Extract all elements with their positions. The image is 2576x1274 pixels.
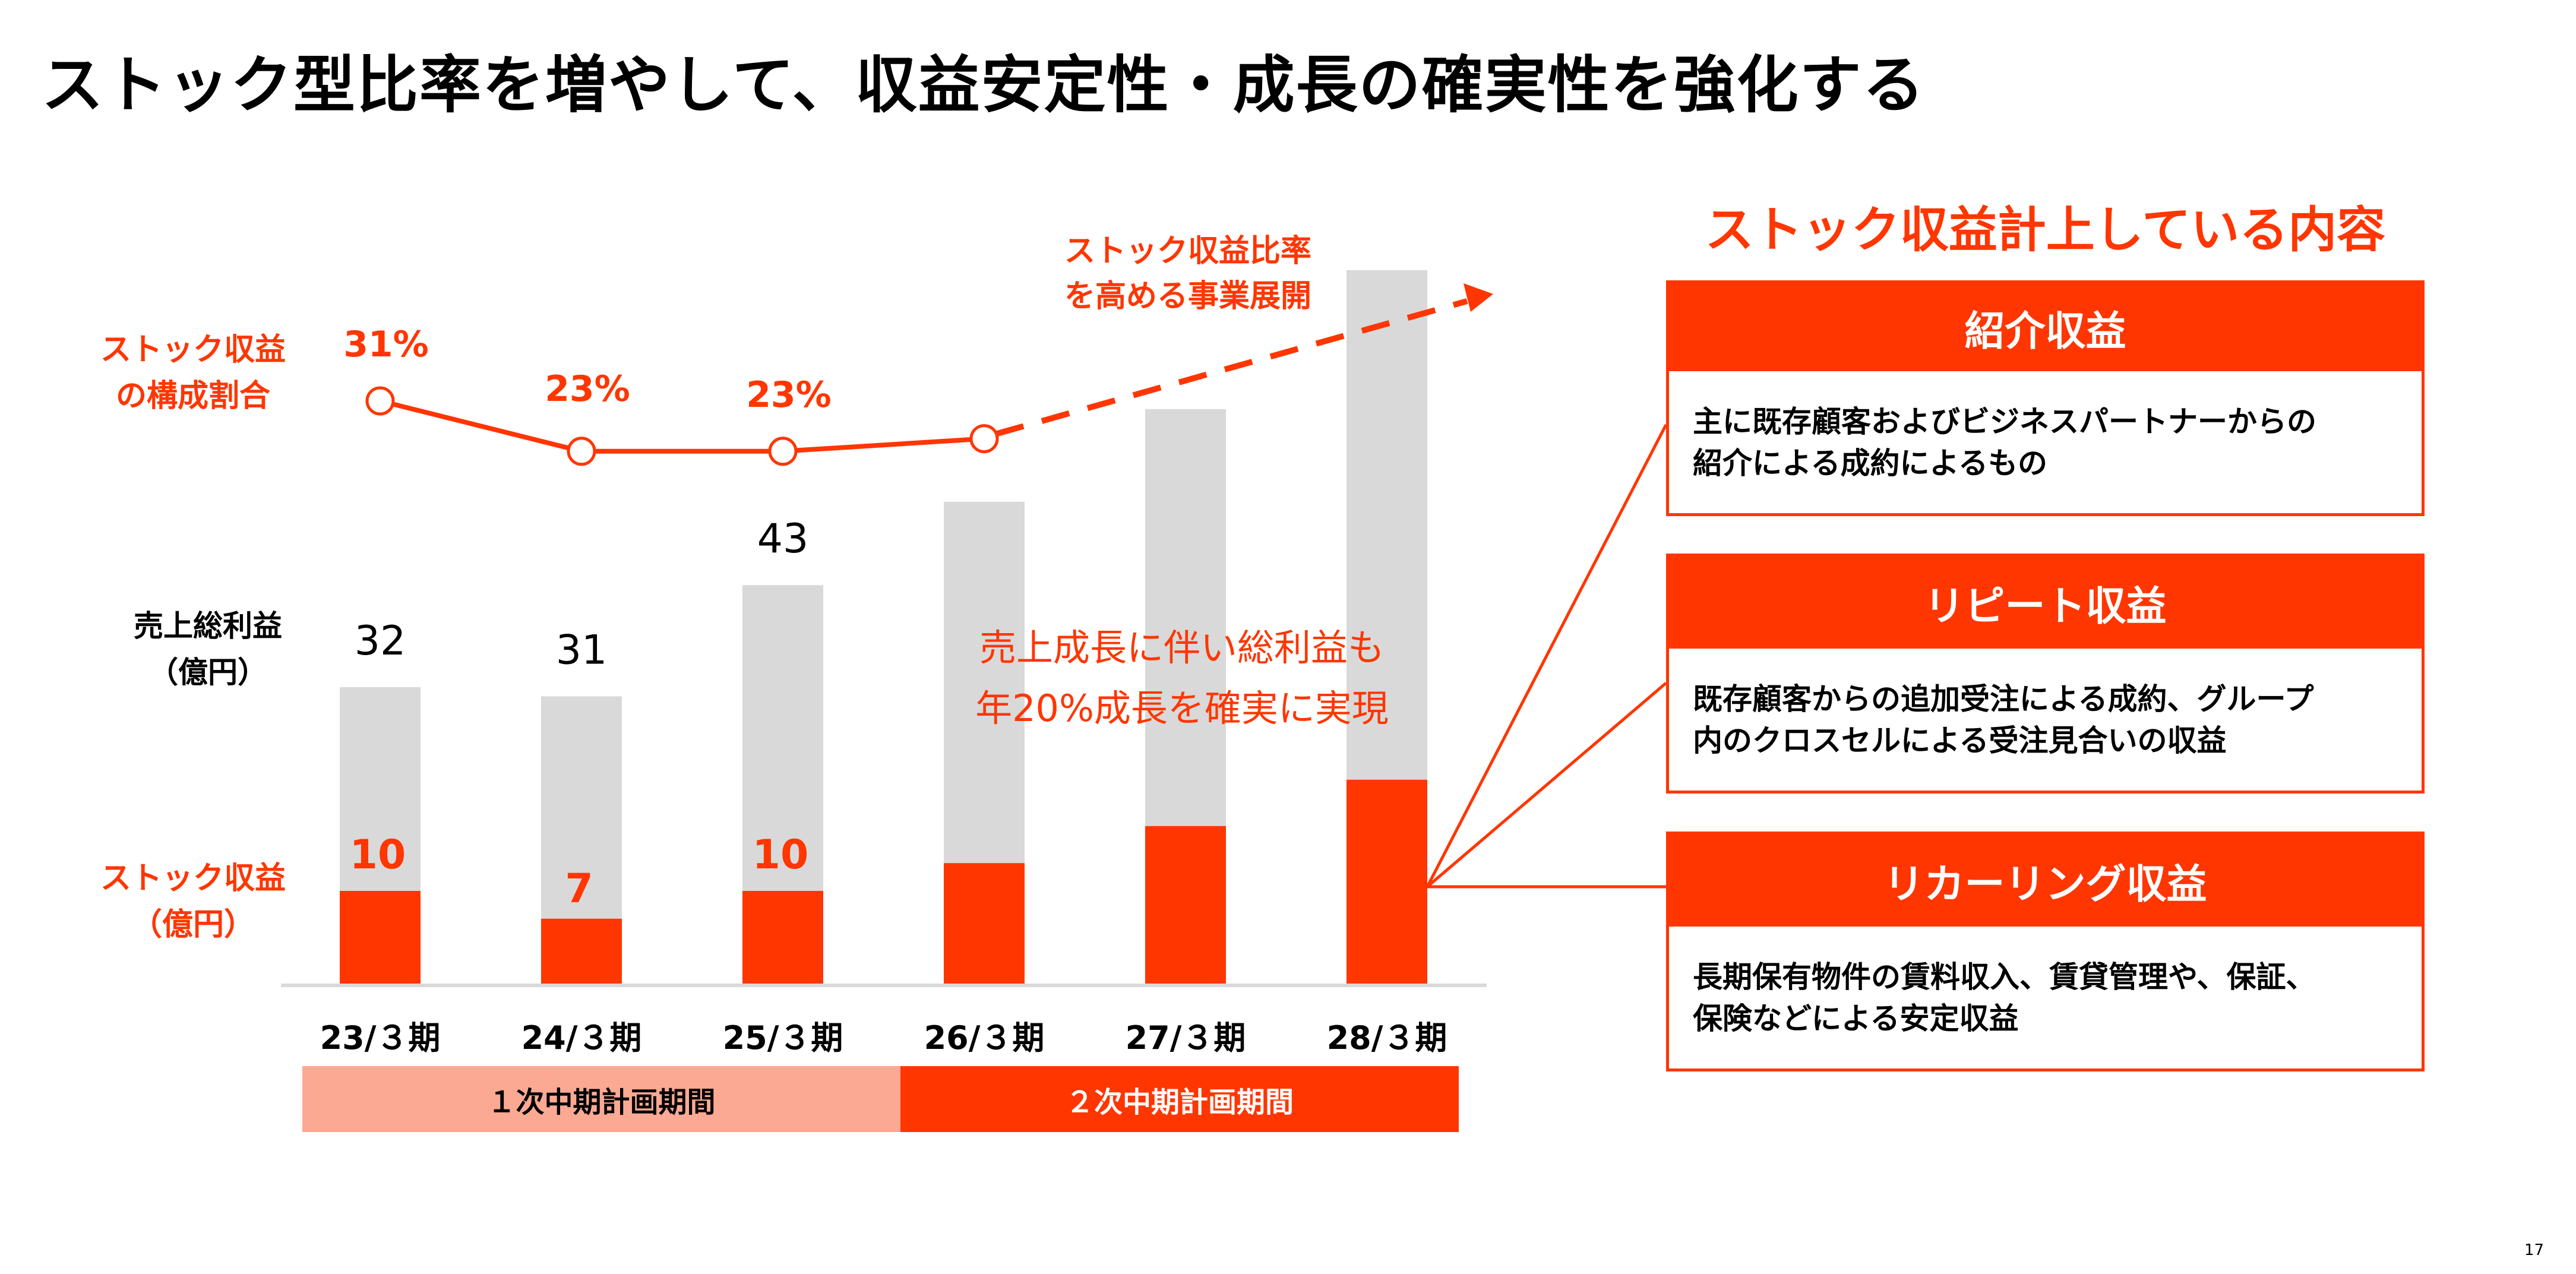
card-recurring-revenue: リカーリング収益 長期保有物件の賃料収入、賃貸管理や、保証、 保険などによる安定… [1666,832,2425,1071]
card-body-line2: 内のクロスセルによる受注見合いの収益 [1693,723,2227,758]
card-body-line2: 保険などによる安定収益 [1693,1001,2019,1036]
gross-profit-label: 売上総利益 （億円） [101,603,315,696]
stock-revenue-value-label: 7 [565,865,593,912]
card-heading: 紹介収益 [1669,283,2422,371]
annotation-stock-line1: ストック収益比率 [1064,233,1311,269]
card-body: 既存顧客からの追加受注による成約、グループ 内のクロスセルによる受注見合いの収益 [1669,649,2422,791]
card-body-line1: 長期保有物件の賃料収入、賃貸管理や、保証、 [1693,959,2316,994]
stock-revenue-bar [742,891,823,984]
ratio-marker [365,386,395,416]
stock-revenue-label: ストック収益 （億円） [71,855,315,948]
x-tick-label: 24/３期 [521,1019,642,1057]
period-band-2: ２次中期計画期間 [900,1066,1459,1132]
bars-layer [340,270,1427,984]
gross-label-line1: 売上総利益 [134,609,282,643]
right-panel-title: ストック収益計上している内容 [1705,202,2386,258]
ratio-marker [768,437,798,466]
ratio-line-segment [380,399,582,454]
x-tick-label: 26/３期 [924,1019,1045,1057]
ratio-marker [969,424,999,454]
card-referral-revenue: 紹介収益 主に既存顧客およびビジネスパートナーからの 紹介による成約によるもの [1666,280,2425,516]
callout-line [1426,682,1667,888]
stock-revenue-bar [944,863,1025,984]
callout-lines [1426,423,1668,889]
ratio-value-label: 23% [746,374,832,416]
ratio-label-line1: ストック収益 [100,332,286,368]
page-number: 17 [2524,1241,2545,1259]
annotation-growth-line2: 年20%成長を確実に実現 [975,687,1389,730]
ratio-value-label: 31% [343,324,429,365]
annotation-growth-line1: 売上成長に伴い総利益も [979,626,1385,669]
ratio-line-segment [782,436,985,454]
ratio-label-line2: の構成割合 [115,378,270,414]
stock-revenue-bar [1145,826,1226,984]
ratio-series-label: ストック収益 の構成割合 [71,327,315,419]
stock-revenue-value-label: 10 [753,832,809,878]
growth-annotation: 売上成長に伴い総利益も 年20%成長を確実に実現 [927,618,1437,739]
labels-layer: 23/３期 32 10 24/３期 31 7 25/３期 43 10 26/３期 27/３期 28/３… [320,516,1447,1057]
gross-label-line2: （億円） [148,655,267,690]
stock-revenue-value-label: 10 [350,832,406,878]
card-body-line2: 紹介による成約によるもの [1693,445,2047,480]
stock-label-line2: （億円） [131,907,255,943]
stock-label-line1: ストック収益 [100,861,286,896]
period-band-1: １次中期計画期間 [302,1066,900,1132]
page-title: ストック型比率を増やして、収益安定性・成長の確実性を強化する [42,49,1926,121]
gross-profit-value-label: 31 [556,627,608,674]
gross-profit-value-label: 43 [757,516,809,562]
annotation-stock-line2: を高める事業展開 [1064,279,1311,314]
trend-dashed-line [995,298,1468,437]
card-body-line1: 主に既存顧客およびビジネスパートナーからの [1693,404,2316,439]
stock-revenue-bar [340,891,421,984]
ratio-line-layer: 31% 23% 23% [343,283,1493,466]
stock-ratio-annotation: ストック収益比率 を高める事業展開 [1022,229,1354,319]
ratio-value-label: 23% [545,368,630,410]
card-body: 主に既存顧客およびビジネスパートナーからの 紹介による成約によるもの [1669,371,2422,513]
gross-profit-value-label: 32 [355,618,406,665]
card-body: 長期保有物件の賃料収入、賃貸管理や、保証、 保険などによる安定収益 [1669,927,2422,1068]
card-heading: リカーリング収益 [1669,834,2422,927]
stock-revenue-bar [1347,779,1427,984]
stock-revenue-bar [541,918,622,984]
trend-arrow-head-icon [1464,283,1493,312]
x-tick-label: 27/３期 [1126,1019,1246,1057]
card-repeat-revenue: リピート収益 既存顧客からの追加受注による成約、グループ 内のクロスセルによる受… [1666,554,2425,794]
ratio-marker [567,437,596,466]
x-tick-label: 25/３期 [723,1019,843,1057]
card-body-line1: 既存顧客からの追加受注による成約、グループ [1693,681,2314,716]
x-tick-label: 28/３期 [1327,1019,1447,1057]
callout-line [1426,423,1668,888]
card-heading: リピート収益 [1669,557,2422,649]
x-tick-label: 23/３期 [320,1019,441,1057]
